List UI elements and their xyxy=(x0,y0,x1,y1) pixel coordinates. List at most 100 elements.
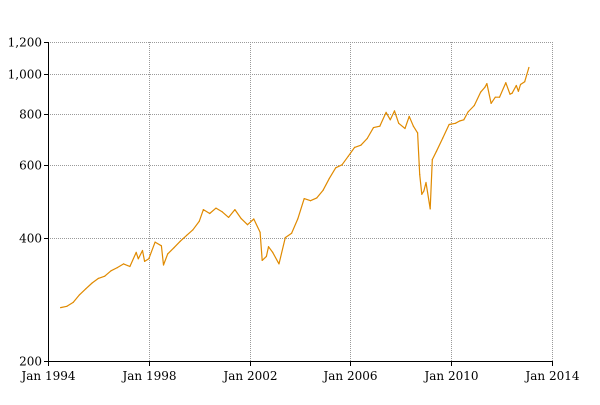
data-point xyxy=(328,177,330,179)
data-point xyxy=(97,277,99,279)
series-line xyxy=(60,67,530,309)
y-tick-label: 1,200 xyxy=(8,36,42,50)
x-tick-label: Jan 2014 xyxy=(523,369,579,383)
data-point xyxy=(192,229,194,231)
x-tick-label: Jan 2010 xyxy=(422,369,478,383)
y-tick-label: 200 xyxy=(19,355,42,369)
data-point xyxy=(265,255,267,257)
data-point xyxy=(137,258,139,260)
data-point xyxy=(186,234,188,236)
tick-labels: 200 400 600 800 1,000 1,200 Jan 1994 Jan 1998 Ja… xyxy=(8,36,580,384)
data-point xyxy=(198,220,200,222)
data-point xyxy=(141,249,144,252)
data-point xyxy=(385,111,387,113)
data-point xyxy=(162,264,165,266)
data-point xyxy=(261,259,263,261)
data-point xyxy=(398,122,400,124)
data-point xyxy=(412,125,414,127)
data-point xyxy=(259,231,261,233)
y-tick-label: 400 xyxy=(19,232,42,246)
data-point xyxy=(267,246,270,248)
data-point xyxy=(66,305,68,307)
data-point xyxy=(408,115,410,117)
data-point xyxy=(129,265,131,268)
series-layer xyxy=(60,66,530,309)
data-point xyxy=(389,119,391,121)
data-point xyxy=(322,189,324,191)
data-point xyxy=(179,240,181,242)
data-point xyxy=(148,258,150,260)
data-point xyxy=(160,245,162,247)
data-point xyxy=(341,164,343,166)
data-point xyxy=(215,207,217,209)
data-point xyxy=(419,173,421,176)
axes xyxy=(44,42,553,366)
data-point xyxy=(209,212,211,215)
data-point xyxy=(425,181,427,184)
data-point xyxy=(123,263,125,265)
x-tick-label: Jan 1998 xyxy=(120,369,176,383)
data-point xyxy=(144,260,146,262)
y-tick-label: 600 xyxy=(19,159,42,173)
data-point xyxy=(505,82,507,84)
data-point xyxy=(354,146,356,148)
data-point xyxy=(498,96,501,98)
data-point xyxy=(442,137,444,139)
data-point xyxy=(459,120,461,122)
data-point xyxy=(309,200,312,202)
data-point xyxy=(360,144,362,146)
data-point xyxy=(366,137,368,140)
data-point xyxy=(253,218,255,220)
data-point xyxy=(431,159,433,161)
data-point xyxy=(517,90,520,92)
data-point xyxy=(463,119,465,121)
data-point xyxy=(509,93,511,95)
data-point xyxy=(202,209,204,211)
data-point xyxy=(316,197,318,199)
data-point xyxy=(494,96,496,98)
data-point xyxy=(303,198,305,200)
data-point xyxy=(72,301,74,303)
data-point xyxy=(297,218,299,220)
data-point xyxy=(246,224,249,226)
data-point xyxy=(519,83,522,86)
data-point xyxy=(167,253,169,255)
data-point xyxy=(448,123,450,126)
data-point xyxy=(240,218,242,220)
data-point xyxy=(435,150,438,152)
data-point xyxy=(480,91,482,93)
data-point xyxy=(291,232,293,234)
x-tick-label: Jan 2006 xyxy=(321,369,377,383)
data-point xyxy=(467,111,469,113)
data-point xyxy=(524,81,526,83)
data-point xyxy=(234,209,236,211)
data-point xyxy=(135,251,137,253)
data-point xyxy=(490,102,492,104)
y-tick-label: 800 xyxy=(19,108,42,122)
data-point xyxy=(429,208,431,210)
data-point xyxy=(511,92,513,94)
data-point xyxy=(417,132,419,134)
data-point xyxy=(379,125,381,127)
data-point xyxy=(110,270,112,272)
data-point xyxy=(484,86,486,88)
data-point xyxy=(154,241,156,243)
data-point xyxy=(228,216,230,218)
x-tick-label: Jan 2002 xyxy=(221,369,277,383)
y-tick-label: 1,000 xyxy=(8,68,42,82)
x-tick-label: Jan 1994 xyxy=(19,369,75,383)
data-point xyxy=(454,122,456,124)
data-point xyxy=(173,247,175,249)
data-point xyxy=(272,251,274,253)
grid xyxy=(48,42,553,361)
data-point xyxy=(116,267,118,269)
data-point xyxy=(372,127,375,129)
data-point xyxy=(78,294,81,296)
data-point xyxy=(423,190,425,192)
data-point xyxy=(473,104,475,107)
data-point xyxy=(393,110,396,112)
data-point xyxy=(347,155,349,157)
data-point xyxy=(515,84,517,87)
